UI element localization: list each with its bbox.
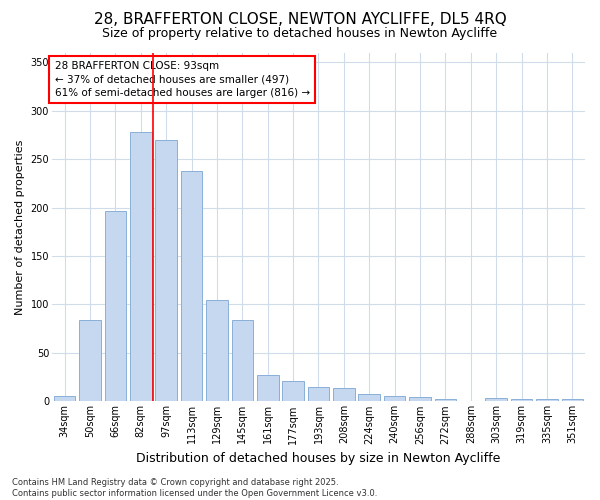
Bar bbox=[232, 320, 253, 402]
Y-axis label: Number of detached properties: Number of detached properties bbox=[15, 140, 25, 314]
Bar bbox=[130, 132, 152, 402]
Bar bbox=[434, 400, 456, 402]
Bar bbox=[384, 396, 406, 402]
Bar bbox=[562, 400, 583, 402]
Bar bbox=[536, 400, 558, 402]
Bar bbox=[104, 212, 126, 402]
Bar bbox=[206, 300, 228, 402]
Bar bbox=[308, 387, 329, 402]
Bar bbox=[283, 381, 304, 402]
Text: 28 BRAFFERTON CLOSE: 93sqm
← 37% of detached houses are smaller (497)
61% of sem: 28 BRAFFERTON CLOSE: 93sqm ← 37% of deta… bbox=[55, 61, 310, 98]
Bar bbox=[333, 388, 355, 402]
Bar bbox=[181, 170, 202, 402]
Text: Size of property relative to detached houses in Newton Aycliffe: Size of property relative to detached ho… bbox=[103, 28, 497, 40]
Bar bbox=[485, 398, 507, 402]
Bar bbox=[409, 396, 431, 402]
Bar bbox=[155, 140, 177, 402]
Bar bbox=[54, 396, 76, 402]
Text: 28, BRAFFERTON CLOSE, NEWTON AYCLIFFE, DL5 4RQ: 28, BRAFFERTON CLOSE, NEWTON AYCLIFFE, D… bbox=[94, 12, 506, 28]
Bar bbox=[257, 375, 278, 402]
Text: Contains HM Land Registry data © Crown copyright and database right 2025.
Contai: Contains HM Land Registry data © Crown c… bbox=[12, 478, 377, 498]
X-axis label: Distribution of detached houses by size in Newton Aycliffe: Distribution of detached houses by size … bbox=[136, 452, 500, 465]
Bar bbox=[79, 320, 101, 402]
Bar bbox=[511, 400, 532, 402]
Bar bbox=[358, 394, 380, 402]
